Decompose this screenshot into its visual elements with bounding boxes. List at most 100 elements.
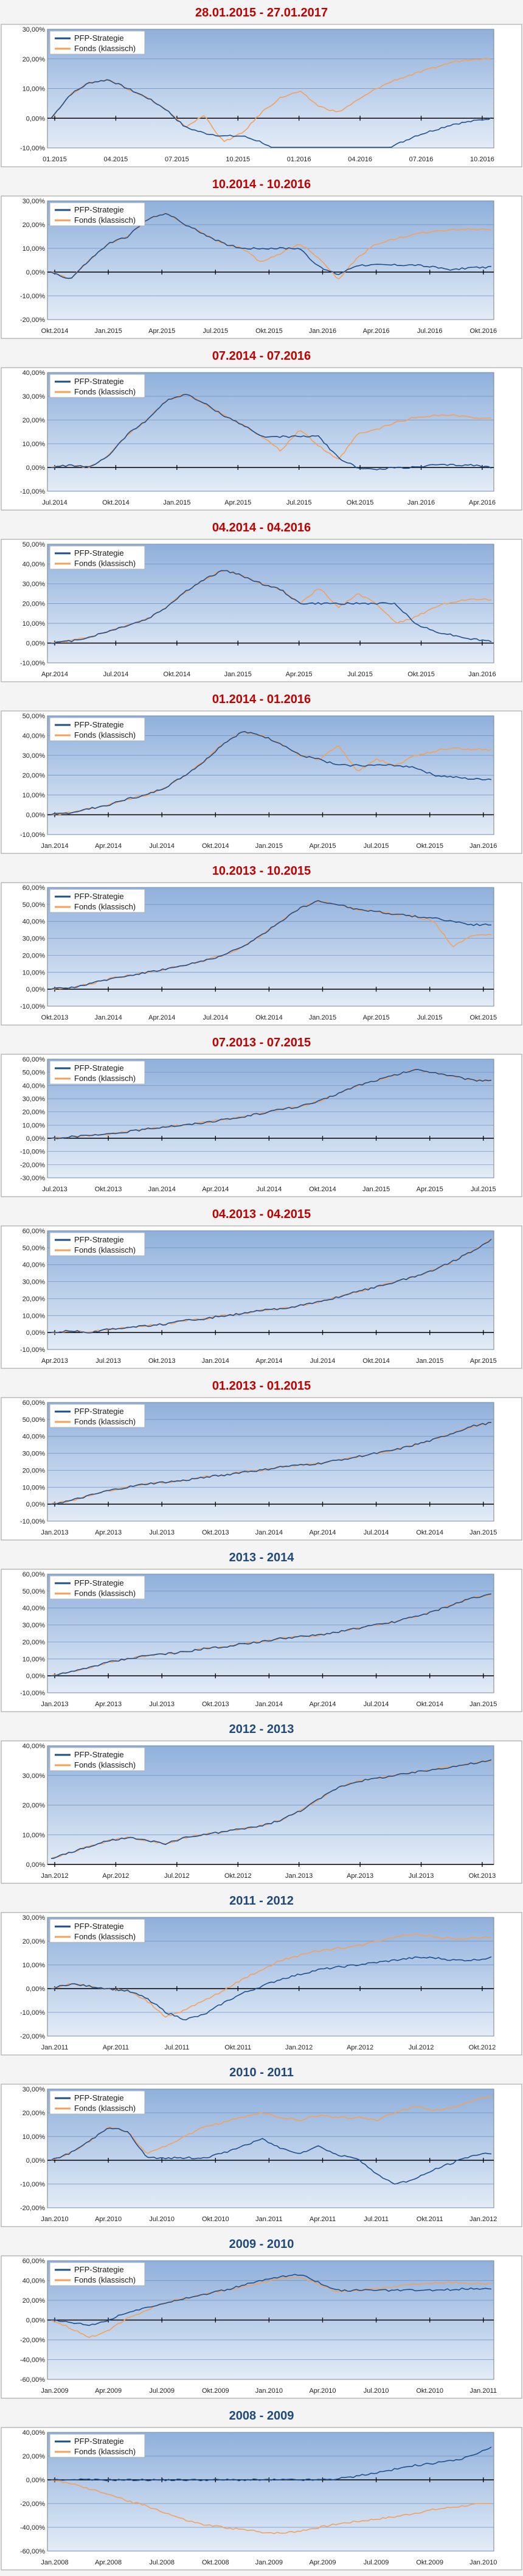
x-tick-label: Apr.2014 — [148, 1014, 175, 1021]
x-tick-label: Apr.2008 — [95, 2559, 122, 2566]
y-tick-label: 10,00% — [23, 245, 46, 253]
x-tick-label: Jul.2015 — [203, 327, 228, 335]
y-tick-label: 0,00% — [26, 812, 45, 819]
chart-panel: 01.2013 - 01.2015 -10,00% 0,00% 10,00% 20,00… — [0, 1378, 523, 1542]
legend-box — [49, 717, 145, 741]
x-tick-label: Okt.2010 — [202, 2216, 229, 2223]
legend-label: Fonds (klassisch) — [74, 1417, 136, 1426]
x-tick-label: Jan.2016 — [407, 499, 435, 506]
x-tick-label: Okt.2015 — [347, 499, 374, 506]
series-line — [50, 1239, 492, 1334]
y-tick-label: 60,00% — [23, 1056, 46, 1063]
x-tick-label: Apr.2013 — [41, 1357, 68, 1365]
x-tick-label: Okt.2015 — [469, 1014, 497, 1021]
chart-title: 2012 - 2013 — [229, 1723, 294, 1736]
y-tick-label: 30,00% — [23, 1622, 46, 1629]
x-tick-label: Jul.2014 — [364, 1701, 389, 1708]
y-tick-label: 10,00% — [23, 1832, 46, 1839]
x-tick-label: Jul.2011 — [364, 2216, 389, 2223]
y-tick-label: 0,00% — [26, 269, 45, 276]
legend-label: Fonds (klassisch) — [74, 1932, 136, 1941]
x-tick-label: Jan.2013 — [41, 1529, 68, 1536]
y-tick-label: 20,00% — [23, 772, 46, 780]
legend-box — [49, 2090, 145, 2115]
y-tick-label: 20,00% — [23, 2297, 46, 2305]
y-tick-label: 30,00% — [23, 393, 46, 401]
y-tick-label: 30,00% — [23, 1451, 46, 1458]
legend-box — [49, 374, 145, 398]
legend-label: Fonds (klassisch) — [74, 559, 136, 568]
x-tick-label: Jul.2013 — [95, 1357, 121, 1365]
y-tick-label: 40,00% — [23, 1433, 46, 1441]
x-tick-label: Jan.2015 — [255, 842, 283, 850]
chart-title: 10.2013 - 10.2015 — [212, 864, 311, 878]
y-tick-label: 40,00% — [23, 1082, 46, 1090]
x-tick-label: 04.2015 — [104, 156, 128, 163]
x-tick-label: Okt.2014 — [102, 499, 130, 506]
y-tick-label: 10,00% — [23, 620, 46, 628]
y-tick-label: 10,00% — [23, 969, 46, 976]
x-tick-label: Jan.2011 — [41, 2044, 68, 2051]
y-tick-label: 10,00% — [23, 1484, 46, 1491]
chart-panel: 2009 - 2010 -60,00% -40,00% -20,00% 0,00% 20,… — [0, 2236, 523, 2401]
legend-label: PFP-Strategie — [74, 1407, 124, 1416]
y-tick-label: 40,00% — [23, 733, 46, 740]
line-chart: -30,00% -20,00% -10,00% 0,00% 10,00% 20,00% 30… — [1, 1054, 522, 1197]
chart-title: 28.01.2015 - 27.01.2017 — [195, 6, 328, 19]
chart-title: 2010 - 2011 — [229, 2066, 294, 2079]
legend-label: Fonds (klassisch) — [74, 2275, 136, 2284]
x-tick-label: Jul.2013 — [149, 1529, 175, 1536]
chart-panel: 01.2014 - 01.2016 -10,00% 0,00% 10,00% 20,00… — [0, 691, 523, 856]
y-tick-label: 20,00% — [23, 1639, 46, 1646]
legend-box — [49, 1232, 145, 1256]
x-tick-label: Jul.2014 — [149, 842, 175, 850]
x-tick-label: Apr.2012 — [347, 2044, 373, 2051]
y-tick-label: -20,00% — [20, 2033, 45, 2040]
x-tick-label: Jul.2014 — [310, 1357, 336, 1365]
legend-label: PFP-Strategie — [74, 1578, 124, 1587]
x-tick-label: Jul.2013 — [149, 1701, 175, 1708]
x-tick-label: Jul.2015 — [364, 842, 389, 850]
x-tick-label: Apr.2009 — [95, 2387, 122, 2395]
x-tick-label: Okt.2009 — [202, 2387, 229, 2395]
x-tick-label: Jul.2009 — [364, 2559, 389, 2566]
chart-panel: 28.01.2015 - 27.01.2017 -10,00% 0,00% 10,00… — [0, 5, 523, 169]
chart-title: 07.2014 - 07.2016 — [212, 349, 311, 363]
chart-panel: 10.2014 - 10.2016 -20,00% -10,00% 0,00% 10,0… — [0, 177, 523, 341]
x-tick-label: Jan.2016 — [309, 327, 336, 335]
y-tick-label: -20,00% — [20, 2205, 45, 2212]
y-tick-label: 50,00% — [23, 1416, 46, 1424]
y-tick-label: 30,00% — [23, 752, 46, 760]
legend-box — [49, 1575, 145, 1600]
x-tick-label: Okt.2011 — [224, 2044, 251, 2051]
x-tick-label: Apr.2014 — [41, 671, 68, 678]
chart-panel: 2011 - 2012 -20,00% -10,00% 0,00% 10,00% 20,0… — [0, 1893, 523, 2057]
x-tick-label: Jan.2014 — [41, 842, 68, 850]
x-tick-label: Jan.2008 — [41, 2559, 68, 2566]
x-tick-label: Apr.2014 — [255, 1357, 282, 1365]
legend-box — [49, 2434, 145, 2458]
x-tick-label: Jan.2015 — [469, 1529, 497, 1536]
y-tick-label: 10,00% — [23, 441, 46, 448]
y-tick-label: 30,00% — [23, 1773, 46, 1780]
x-tick-label: Jan.2012 — [41, 1872, 68, 1880]
x-tick-label: Apr.2015 — [148, 327, 175, 335]
line-chart: -10,00% 0,00% 10,00% 20,00% 30,00% 40,00% 50,0… — [1, 1225, 522, 1369]
y-tick-label: 30,00% — [23, 1096, 46, 1103]
y-tick-label: 30,00% — [23, 2086, 46, 2093]
y-tick-label: -20,00% — [20, 317, 45, 324]
x-tick-label: Okt.2014 — [202, 842, 229, 850]
x-tick-label: Jul.2013 — [409, 1872, 434, 1880]
series-line — [50, 2277, 492, 2338]
series-line — [50, 394, 492, 471]
y-tick-label: 30,00% — [23, 198, 46, 205]
y-tick-label: -10,00% — [20, 1003, 45, 1010]
y-tick-label: 20,00% — [23, 2453, 46, 2460]
series-line — [50, 2127, 492, 2185]
chart-panel: 2010 - 2011 -20,00% -10,00% 0,00% 10,00% 20,0… — [0, 2065, 523, 2229]
legend-label: Fonds (klassisch) — [74, 2104, 136, 2113]
y-tick-label: -10,00% — [20, 1518, 45, 1525]
